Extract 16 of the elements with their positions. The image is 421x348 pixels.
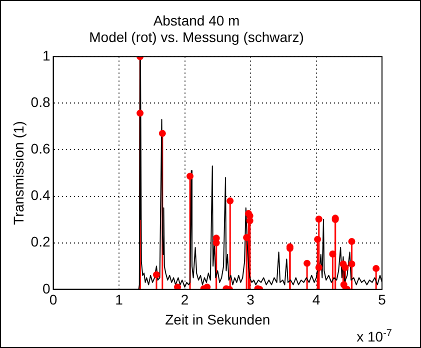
text: x 10$^{-7}$ [356,328,392,345]
y-tick-label: 0.2 [30,234,50,250]
y-tick-label: 0 [42,280,50,296]
text: Abstand 40 m [153,12,240,28]
x-tick-label: 3 [246,292,255,308]
y-tick-label: 0.4 [30,187,50,204]
x-tick-label: 5 [378,292,386,308]
y-tick-label: 0.8 [30,94,50,110]
y-tick-label: 1 [42,47,50,64]
y-axis-title: Transmission (1) [10,121,26,225]
x-tick-label: 2 [180,292,189,308]
y-tick-label: 0.6 [30,140,50,157]
text: Model (rot) vs. Messung (schwarz) [89,29,304,46]
x-tick-label: 4 [312,292,320,308]
x-tick-label: 1 [115,292,124,308]
x-axis-title: Zeit in Sekunden [165,311,270,328]
